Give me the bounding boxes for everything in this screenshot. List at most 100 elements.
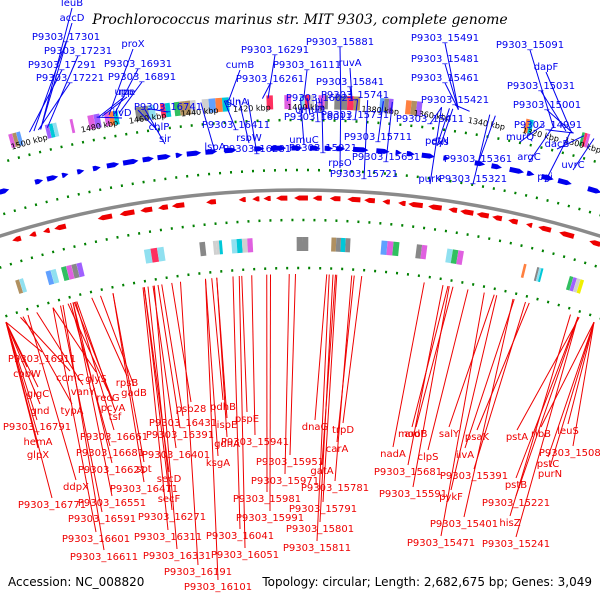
forward-leader-line <box>114 68 139 115</box>
forward-leader-line <box>200 102 216 153</box>
scale-tick-label: 1400 kbp <box>287 103 325 112</box>
forward-leader-line <box>436 108 450 147</box>
gene-arrow <box>559 231 575 239</box>
forward-gene-label: P9303_15091 <box>496 40 564 51</box>
reverse-gene-label: recG <box>96 393 119 404</box>
forward-gene-label: P9303_16291 <box>241 45 309 56</box>
cog-block <box>184 100 192 116</box>
reverse-gene-label: pstA <box>506 432 528 443</box>
reverse-gene-label: cobW <box>13 369 41 380</box>
reverse-gene-label: P9303_16771 <box>18 500 86 511</box>
reverse-gene-label: P9303_15791 <box>289 504 357 515</box>
forward-leader-line <box>108 48 134 116</box>
forward-leader-line <box>429 107 443 185</box>
cog-block <box>173 101 181 117</box>
forward-gene-label: P9303_15711 <box>344 132 412 143</box>
gene-arrow <box>158 204 169 210</box>
cog-block <box>231 239 238 254</box>
forward-leader-line <box>101 96 128 117</box>
reverse-gene-label: P9303_16661 <box>80 432 148 443</box>
genome-summary-text: Topology: circular; Length: 2,682,675 bp… <box>261 575 592 589</box>
cog-block <box>157 246 166 262</box>
gene-arrow <box>122 158 139 166</box>
reverse-gene-label: P9303_16551 <box>78 498 146 509</box>
forward-gene-label: ilvD <box>112 108 131 119</box>
forward-gene-label: P9303_17301 <box>32 32 100 43</box>
accession-text: Accession: NC_008820 <box>8 575 144 589</box>
forward-leader-line <box>28 69 63 133</box>
reverse-leader-line <box>5 321 39 388</box>
reverse-leader-line <box>72 302 113 464</box>
forward-gene-label: lspA <box>204 142 225 153</box>
reverse-leader-line <box>22 316 73 405</box>
forward-gene-label: P9303_15741 <box>321 90 389 101</box>
cog-block <box>284 95 292 110</box>
forward-gene-label: argC <box>517 152 540 163</box>
reverse-leader-line <box>27 314 77 481</box>
forward-strand-labels: leuB accD P9303_17301 P9303_17231 P9303_1729… <box>28 0 595 185</box>
forward-leader-line <box>547 129 574 134</box>
cog-block <box>247 238 254 253</box>
reverse-leader-line <box>180 281 199 566</box>
gene-arrow <box>476 212 490 219</box>
gene-arrow <box>324 145 334 151</box>
reverse-gene-label: ispE <box>217 420 238 431</box>
forward-leader-line <box>477 115 496 165</box>
cog-block <box>415 244 423 259</box>
reverse-gene-label: gdhA <box>214 439 240 450</box>
reverse-gene-label: P9303_16601 <box>62 534 130 545</box>
reverse-leader-line <box>72 302 113 497</box>
gene-arrow <box>12 235 22 242</box>
reverse-gene-label: P9303_15241 <box>482 539 550 550</box>
forward-leader-line <box>40 22 73 130</box>
cog-block <box>404 100 412 115</box>
forward-gene-label: sir <box>159 134 172 145</box>
reverse-leader-line <box>251 275 256 436</box>
reverse-leader-line <box>205 278 219 457</box>
scale-tick-label: 1420 kbp <box>233 103 271 114</box>
reverse-leader-line <box>284 274 290 475</box>
forward-leader-line <box>349 67 353 100</box>
cog-block <box>199 241 207 257</box>
cog-block <box>309 95 315 110</box>
cog-block <box>445 248 453 264</box>
gene-arrow <box>119 209 135 217</box>
reverse-gene-label: glyS <box>85 374 106 385</box>
cog-block <box>87 114 96 130</box>
reverse-gene-label: hemA <box>23 437 52 448</box>
reverse-gene-label: pdhB <box>210 402 236 413</box>
reverse-gene-label: P9303_15941 <box>221 437 289 448</box>
reverse-leader-line <box>147 286 173 511</box>
reverse-leader-line <box>316 274 330 542</box>
reverse-gene-label: gadB <box>121 388 147 399</box>
reverse-gene-label: tsf <box>109 412 122 423</box>
forward-gene-label: P9303_17221 <box>36 73 104 84</box>
forward-gene-label: P9303_16281 <box>223 144 291 155</box>
reverse-gene-label: P9303_16311 <box>134 532 202 543</box>
gene-arrow <box>557 178 572 186</box>
gene-arrow <box>43 227 51 233</box>
forward-leader-line <box>439 108 454 148</box>
cog-block <box>215 240 221 255</box>
reverse-gene-label: ksgA <box>206 458 230 469</box>
cog-block <box>450 249 459 265</box>
forward-leader-line <box>33 41 67 132</box>
cog-block <box>335 237 342 252</box>
forward-gene-label: P9303_17291 <box>28 60 96 71</box>
forward-leader-line <box>544 131 571 183</box>
reverse-leader-line <box>515 316 579 497</box>
gene-arrow <box>106 162 120 169</box>
gene-arrow <box>46 175 59 182</box>
cog-block <box>60 266 70 282</box>
reverse-gene-label: P9303_16611 <box>70 552 138 563</box>
reverse-gene-label: P9303_16791 <box>3 422 71 433</box>
gene-arrow <box>171 202 185 209</box>
gene-arrow <box>587 186 600 194</box>
reverse-gene-label: P9303_16911 <box>8 354 76 365</box>
reverse-gene-label: nadA <box>380 449 406 460</box>
reverse-gene-label: psaK <box>465 432 490 443</box>
reverse-gene-label: P9303_16391 <box>146 430 214 441</box>
reverse-leader-line <box>5 321 41 405</box>
gene-arrow <box>276 195 288 201</box>
reverse-gene-label: P9303_15681 <box>374 467 442 478</box>
